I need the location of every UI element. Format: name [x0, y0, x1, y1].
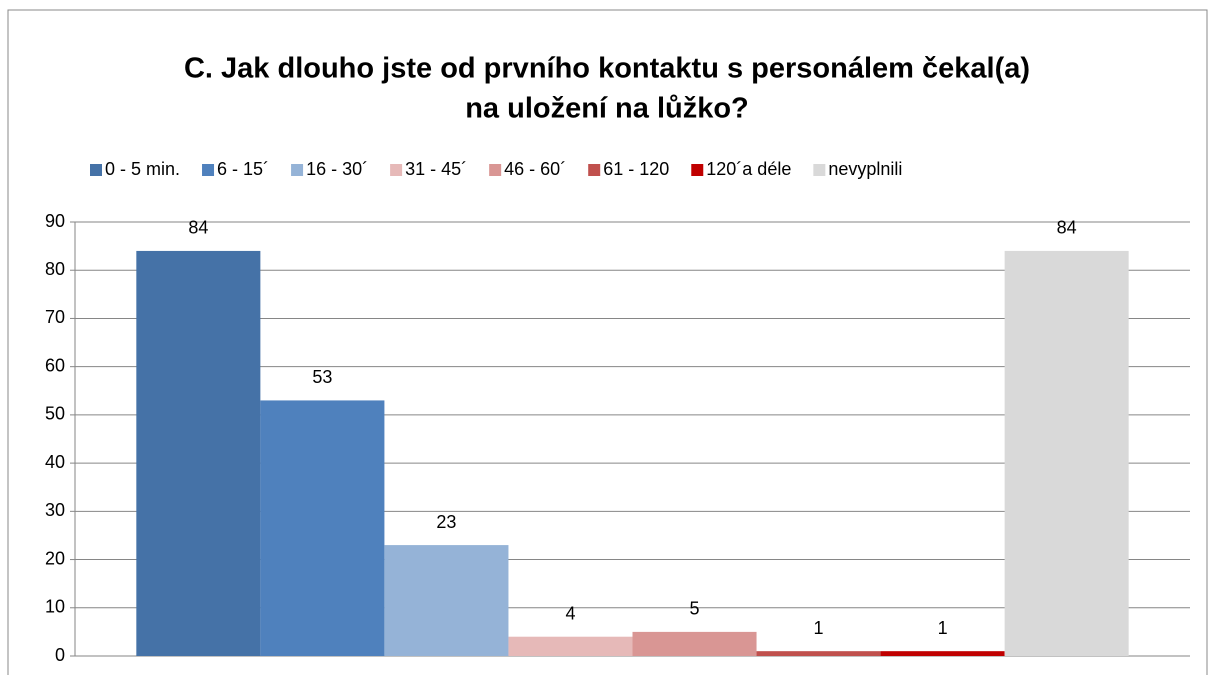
bar: [508, 636, 633, 656]
y-tick-label: 80: [45, 259, 65, 279]
y-tick-label: 0: [55, 645, 65, 665]
legend-label: 120´a déle: [706, 159, 791, 179]
bar: [1004, 250, 1129, 656]
y-tick-label: 70: [45, 307, 65, 327]
legend-label: 6 - 15´: [217, 159, 269, 179]
legend-swatch: [813, 164, 826, 176]
chart-title: na uložení na lůžko?: [465, 93, 749, 125]
legend-swatch: [202, 164, 215, 176]
legend-label: 61 - 120: [603, 159, 669, 179]
bar: [756, 651, 881, 656]
y-tick-label: 20: [45, 548, 65, 568]
bar: [260, 400, 385, 656]
legend-swatch: [588, 164, 601, 176]
chart-title: C. Jak dlouho jste od prvního kontaktu s…: [184, 53, 1030, 85]
legend-label: 31 - 45´: [405, 159, 467, 179]
legend-label: 16 - 30´: [306, 159, 368, 179]
legend-swatch: [90, 164, 102, 176]
bar: [384, 545, 509, 656]
data-label: 5: [690, 599, 700, 619]
legend-swatch: [291, 164, 304, 176]
y-tick-label: 30: [45, 500, 65, 520]
y-tick-label: 90: [45, 211, 65, 231]
data-label: 1: [938, 618, 948, 638]
y-tick-label: 40: [45, 452, 65, 472]
legend-swatch: [691, 164, 704, 176]
data-label: 4: [565, 603, 575, 623]
legend-label: nevyplnili: [828, 159, 902, 179]
y-tick-label: 60: [45, 355, 65, 375]
bar: [136, 250, 261, 656]
data-label: 84: [1057, 218, 1077, 238]
legend-label: 46 - 60´: [504, 159, 566, 179]
legend-label: 0 - 5 min.: [105, 159, 180, 179]
data-label: 23: [436, 512, 456, 532]
y-tick-label: 10: [45, 597, 65, 617]
bar: [880, 651, 1005, 656]
legend-swatch: [489, 164, 502, 176]
y-tick-label: 50: [45, 404, 65, 424]
data-label: 1: [814, 618, 824, 638]
legend-swatch: [390, 164, 403, 176]
data-label: 84: [188, 218, 208, 238]
data-label: 53: [312, 367, 332, 387]
bar: [632, 631, 757, 656]
